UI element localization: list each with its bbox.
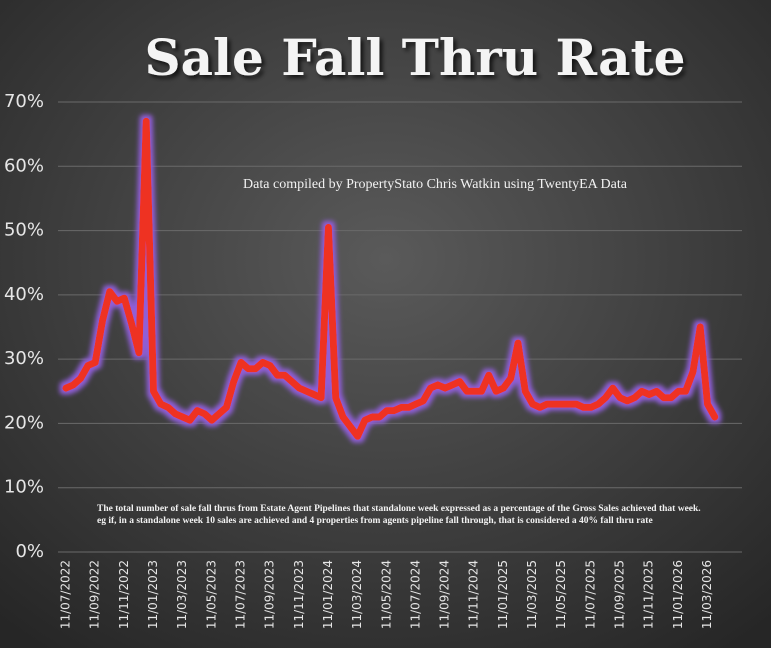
chart-title: Sale Fall Thru Rate [145, 28, 686, 87]
x-tick-label: 11/05/2024 [379, 560, 393, 629]
note: eg if, in a standalone week 10 sales are… [97, 516, 653, 526]
x-tick-label: 11/01/2023 [146, 560, 160, 629]
x-tick-label: 11/09/2024 [438, 560, 452, 629]
data-line [62, 117, 719, 440]
x-tick-label: 11/11/2025 [642, 560, 656, 629]
x-tick-label: 11/03/2026 [700, 560, 714, 629]
y-tick-label: 60% [4, 155, 44, 176]
subtitle: Data compiled by PropertyStato Chris Wat… [243, 177, 628, 192]
y-tick-label: 10% [4, 477, 44, 498]
x-tick-label: 11/11/2024 [467, 560, 481, 629]
x-tick-label: 11/11/2023 [292, 560, 306, 629]
x-tick-label: 11/11/2022 [117, 560, 131, 629]
x-tick-label: 11/09/2022 [88, 560, 102, 629]
x-tick-label: 11/05/2023 [204, 560, 218, 629]
x-tick-label: 11/07/2022 [59, 560, 73, 629]
y-tick-label: 20% [4, 412, 44, 433]
x-tick-label: 11/01/2025 [496, 560, 510, 629]
x-tick-label: 11/01/2026 [671, 560, 685, 629]
x-tick-label: 11/07/2023 [233, 560, 247, 629]
x-tick-label: 11/09/2025 [613, 560, 627, 629]
x-tick-label: 11/01/2024 [321, 560, 335, 629]
x-tick-label: 11/05/2025 [554, 560, 568, 629]
x-tick-label: 11/09/2023 [263, 560, 277, 629]
y-tick-label: 30% [4, 348, 44, 369]
y-tick-label: 0% [15, 541, 44, 562]
y-tick-label: 40% [4, 284, 44, 305]
x-tick-label: 11/03/2023 [175, 560, 189, 629]
x-tick-label: 11/03/2024 [350, 560, 364, 629]
x-tick-label: 11/07/2025 [583, 560, 597, 629]
x-tick-label: 11/03/2025 [525, 560, 539, 629]
y-tick-label: 50% [4, 220, 44, 241]
x-tick-label: 11/07/2024 [408, 560, 422, 629]
y-tick-label: 70% [4, 91, 44, 112]
note: The total number of sale fall thrus from… [97, 504, 701, 514]
